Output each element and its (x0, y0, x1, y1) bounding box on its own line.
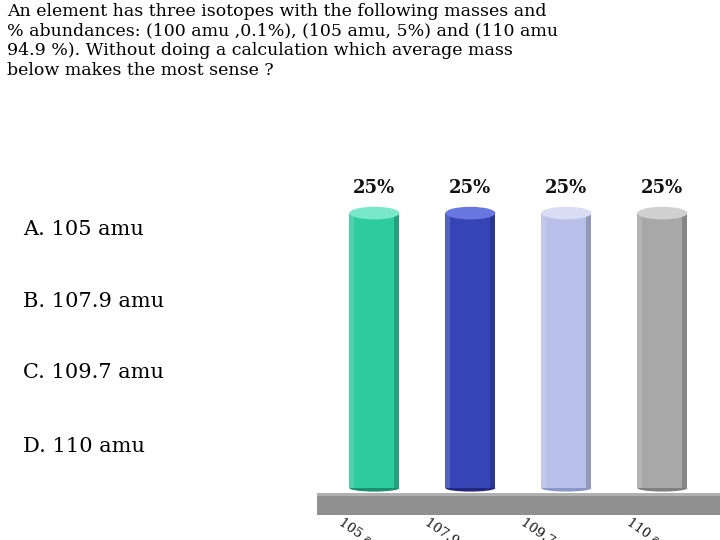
Ellipse shape (349, 207, 400, 219)
Text: C. 109.7 amu: C. 109.7 amu (23, 363, 164, 382)
Bar (349, 213, 400, 488)
Text: 107.9 amu: 107.9 amu (422, 516, 487, 540)
Bar (446, 213, 451, 488)
Polygon shape (317, 496, 720, 515)
Text: 25%: 25% (449, 179, 492, 197)
Text: 25%: 25% (642, 179, 683, 197)
Bar (637, 213, 642, 488)
Bar (637, 213, 688, 488)
Text: 109.7 amu: 109.7 amu (518, 516, 584, 540)
Text: 105 amu: 105 amu (336, 516, 392, 540)
Text: An element has three isotopes with the following masses and
% abundances: (100 a: An element has three isotopes with the f… (7, 3, 558, 79)
Ellipse shape (637, 484, 688, 491)
Text: B. 107.9 amu: B. 107.9 amu (23, 292, 164, 310)
Text: D. 110 amu: D. 110 amu (23, 437, 145, 456)
Text: 110 amu: 110 amu (624, 516, 680, 540)
Ellipse shape (446, 484, 495, 491)
Ellipse shape (446, 207, 495, 219)
Bar (395, 213, 400, 488)
Bar (541, 213, 591, 488)
Ellipse shape (541, 484, 591, 491)
Ellipse shape (541, 207, 591, 219)
Bar (349, 213, 354, 488)
Polygon shape (317, 492, 720, 496)
Text: 25%: 25% (545, 179, 588, 197)
Bar (586, 213, 591, 488)
Text: 25%: 25% (354, 179, 395, 197)
Ellipse shape (349, 484, 400, 491)
Bar (683, 213, 688, 488)
Bar (490, 213, 495, 488)
Text: A. 105 amu: A. 105 amu (23, 220, 144, 239)
Bar (541, 213, 546, 488)
Bar (446, 213, 495, 488)
Ellipse shape (637, 207, 688, 219)
